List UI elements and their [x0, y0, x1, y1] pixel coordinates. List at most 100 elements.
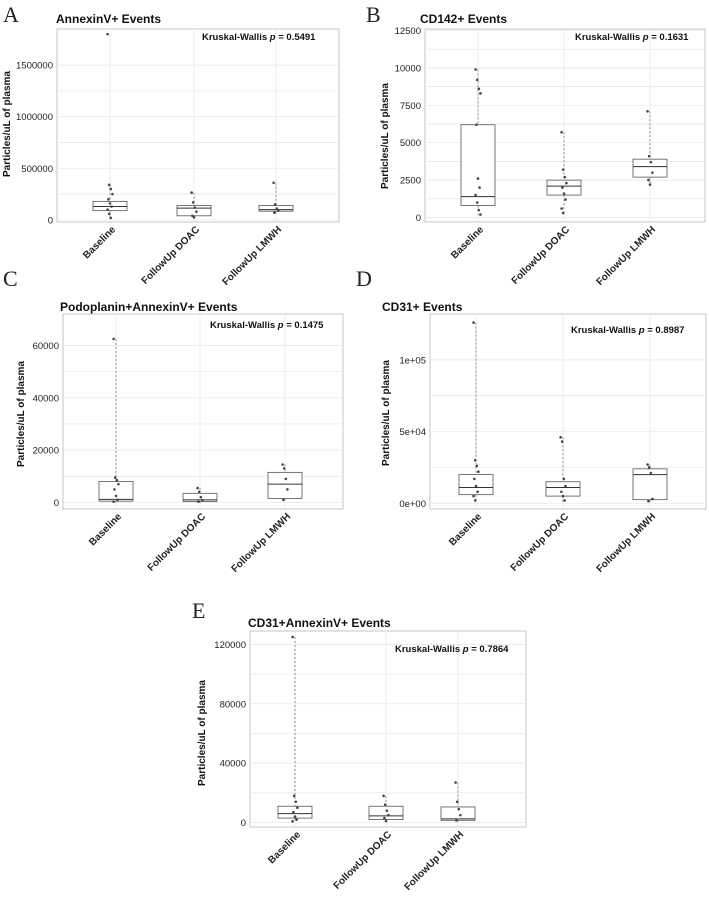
y-tick-label: 20000 — [33, 446, 59, 457]
stat-p-symbol: p — [269, 32, 276, 43]
y-axis-label: Particles/uL of plasma — [380, 83, 391, 189]
box — [176, 205, 212, 217]
data-point — [564, 198, 567, 201]
stat-value: = 0.8987 — [645, 325, 685, 336]
stat-value: = 0.1631 — [649, 32, 690, 43]
box — [277, 805, 313, 819]
data-point — [476, 177, 480, 180]
data-point — [561, 168, 565, 171]
data-point — [291, 820, 294, 823]
kruskal-wallis-annotation: Kruskal-Wallis p = 0.8987 — [571, 325, 684, 336]
box-group — [368, 794, 404, 823]
stat-value: = 0.7864 — [469, 644, 510, 655]
data-point — [292, 794, 296, 798]
chart-title: CD142+ Events — [420, 12, 507, 26]
data-point — [562, 477, 566, 481]
x-tick-label: Baseline — [447, 511, 484, 548]
data-point — [473, 458, 477, 462]
data-point — [647, 466, 651, 469]
chart-title: Podoplanin+AnnexinV+ Events — [60, 300, 238, 314]
stat-p-symbol: p — [638, 325, 645, 336]
box — [546, 179, 582, 196]
x-tick-label: FollowUp LMWH — [595, 511, 659, 575]
y-tick-label: 7500 — [400, 101, 421, 112]
data-point — [107, 183, 111, 187]
data-point — [107, 197, 110, 201]
data-point — [109, 216, 113, 220]
stat-prefix: Kruskal-Wallis — [210, 320, 278, 331]
data-point — [561, 186, 564, 189]
box-group — [632, 109, 668, 187]
data-point — [565, 181, 568, 185]
y-axis-label: Particles/uL of plasma — [381, 360, 392, 466]
y-tick-label: 0 — [54, 498, 59, 509]
data-point — [560, 440, 564, 443]
data-point — [647, 499, 650, 503]
stat-prefix: Kruskal-Wallis — [395, 644, 463, 655]
plot-frame — [424, 28, 706, 223]
data-point — [478, 186, 481, 189]
y-tick-label: 80000 — [220, 699, 246, 710]
box — [267, 471, 303, 499]
data-point — [197, 490, 201, 494]
data-point — [113, 476, 117, 479]
x-tick-label: Baseline — [449, 224, 486, 261]
y-tick-label: 5e+04 — [399, 427, 426, 438]
data-point — [281, 463, 284, 466]
y-tick-label: 0 — [48, 215, 53, 226]
data-point — [564, 484, 567, 488]
panel-letter: D — [356, 266, 372, 291]
data-point — [472, 494, 475, 498]
data-point — [201, 499, 204, 502]
data-point — [473, 499, 477, 502]
data-point — [199, 495, 203, 499]
y-tick-label: 12500 — [395, 26, 421, 37]
data-point — [272, 181, 275, 185]
box-group — [545, 436, 581, 502]
data-point — [117, 482, 120, 486]
box — [440, 806, 476, 821]
x-tick-label: Baseline — [81, 224, 118, 261]
kruskal-wallis-annotation: Kruskal-Wallis p = 0.5491 — [202, 32, 316, 43]
stat-prefix: Kruskal-Wallis — [575, 32, 643, 43]
panel-letter: B — [366, 2, 381, 27]
data-point — [111, 192, 114, 196]
data-point — [472, 321, 475, 324]
stat-p-symbol: p — [277, 320, 284, 331]
y-tick-label: 500000 — [21, 164, 53, 175]
x-tick-label: FollowUp DOAC — [510, 224, 572, 286]
y-tick-label: 60000 — [33, 341, 59, 352]
data-point — [559, 436, 562, 439]
data-point — [112, 500, 115, 503]
box — [545, 481, 581, 497]
data-point — [560, 130, 563, 134]
data-point — [561, 211, 565, 215]
box — [632, 158, 668, 178]
data-point — [648, 183, 652, 186]
data-point — [277, 209, 280, 212]
box-group — [460, 68, 496, 217]
box-group — [458, 321, 494, 502]
y-tick-label: 1000000 — [16, 112, 53, 123]
x-tick-label: Baseline — [87, 511, 124, 548]
data-point — [108, 202, 112, 205]
data-point — [455, 819, 458, 822]
chart-panel-e: E CD31+AnnexinV+ Events 0 40000 80000 120000 P… — [192, 598, 527, 893]
data-point — [474, 68, 477, 71]
x-tick-label: FollowUp DOAC — [509, 511, 571, 573]
x-tick-label: FollowUp DOAC — [332, 829, 394, 891]
box-group — [92, 32, 128, 220]
y-tick-label: 10000 — [395, 63, 421, 74]
data-point — [383, 803, 387, 807]
data-point — [474, 484, 478, 488]
data-point — [296, 806, 299, 809]
data-point — [560, 490, 563, 494]
stat-prefix: Kruskal-Wallis — [202, 32, 270, 43]
data-point — [197, 500, 200, 503]
data-point — [479, 213, 482, 216]
data-point — [477, 87, 481, 91]
data-point — [647, 154, 651, 158]
y-tick-label: 0 — [241, 818, 246, 829]
data-point — [561, 494, 565, 498]
